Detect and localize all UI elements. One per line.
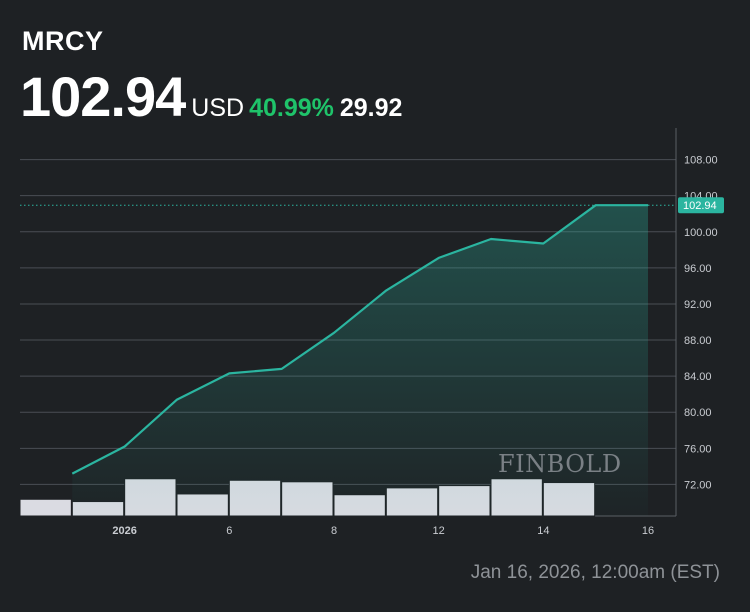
price-area — [72, 205, 649, 516]
x-tick-label: 14 — [537, 525, 549, 537]
change-absolute: 29.92 — [339, 94, 403, 122]
x-tick-label: 12 — [433, 525, 445, 537]
y-tick-label: 80.00 — [684, 407, 712, 419]
ticker-symbol: MRCY — [22, 26, 104, 56]
timestamp: Jan 16, 2026, 12:00am (EST) — [470, 562, 720, 583]
y-tick-label: 76.00 — [684, 443, 712, 455]
price-line — [71, 204, 648, 475]
currency-label: USD — [191, 94, 245, 122]
change-percent: 40.99% — [249, 94, 334, 122]
last-price-badge — [678, 197, 724, 214]
last-price-label: 102.94 — [683, 200, 717, 212]
current-price: 102.94 — [20, 65, 186, 128]
volume-bar — [19, 498, 72, 517]
x-tick-label: 8 — [331, 525, 337, 537]
y-tick-label: 88.00 — [684, 335, 712, 347]
y-tick-label: 84.00 — [684, 371, 712, 383]
x-tick-label: 16 — [642, 525, 654, 537]
price-row: 102.94 USD 40.99% 29.92 — [20, 64, 402, 129]
x-tick-label: 2026 — [112, 525, 136, 537]
y-tick-label: 72.00 — [684, 479, 712, 491]
y-tick-label: 108.00 — [684, 155, 718, 167]
x-tick-label: 6 — [226, 525, 232, 537]
y-tick-label: 96.00 — [684, 263, 712, 275]
y-tick-label: 100.00 — [684, 227, 718, 239]
y-tick-label: 92.00 — [684, 299, 712, 311]
finbold-watermark: FINBOLD — [498, 450, 622, 478]
